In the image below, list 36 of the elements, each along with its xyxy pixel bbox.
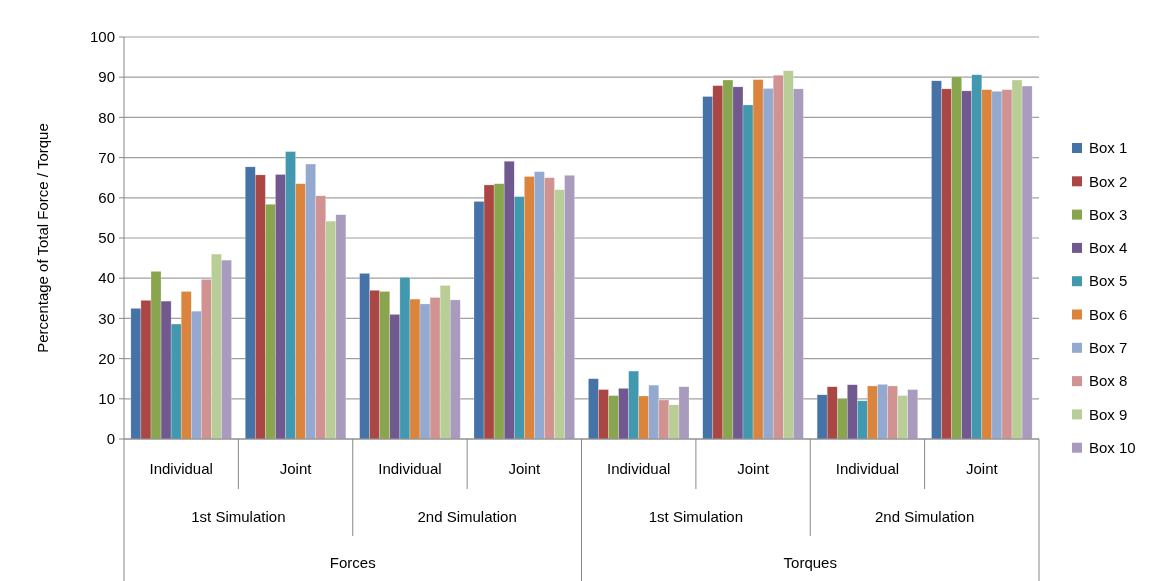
x-tick-label: Individual: [149, 460, 213, 478]
y-tick-label: 80: [98, 108, 115, 126]
legend-label: Box 2: [1089, 172, 1128, 190]
legend-label: Box 1: [1089, 139, 1128, 157]
text: 2nd Simulation: [417, 508, 517, 526]
y-tick-label: 40: [98, 269, 115, 287]
y-axis-title: Percentage of Total Force / Torque: [34, 123, 51, 353]
legend-label: Box 10: [1089, 438, 1136, 456]
y-tick-label: 70: [98, 148, 115, 166]
x-tick-label: Joint: [508, 460, 541, 478]
y-tick-label: 30: [98, 309, 115, 327]
y-tick-label: 20: [98, 349, 115, 367]
legend-label: Box 6: [1089, 305, 1128, 323]
legend-label: Box 5: [1089, 272, 1128, 290]
y-tick-label: 90: [98, 68, 115, 86]
y-tick-label: 60: [98, 189, 115, 207]
legend-label: Box 4: [1089, 239, 1128, 257]
legend-label: Box 7: [1089, 339, 1128, 357]
x-tick-label: Individual: [378, 460, 442, 478]
y-tick-label: 10: [98, 390, 115, 408]
y-tick-label: 50: [98, 229, 115, 247]
x-tick-label: Individual: [835, 460, 900, 478]
text: 1st Simulation: [648, 508, 743, 526]
text: Forces: [329, 554, 376, 572]
x-tick-label: Individual: [606, 460, 671, 478]
x-tick-label: Joint: [279, 460, 313, 478]
legend-label: Box 9: [1089, 405, 1128, 423]
x-tick-label: Joint: [965, 460, 999, 478]
y-tick-label: 0: [106, 430, 115, 448]
text: Torques: [783, 554, 837, 572]
legend-label: Box 8: [1089, 372, 1128, 390]
y-tick-label: 100: [89, 28, 115, 46]
x-tick-label: Joint: [737, 460, 770, 478]
text: 1st Simulation: [191, 508, 286, 526]
legend-label: Box 3: [1089, 205, 1128, 223]
text: 2nd Simulation: [875, 508, 975, 526]
